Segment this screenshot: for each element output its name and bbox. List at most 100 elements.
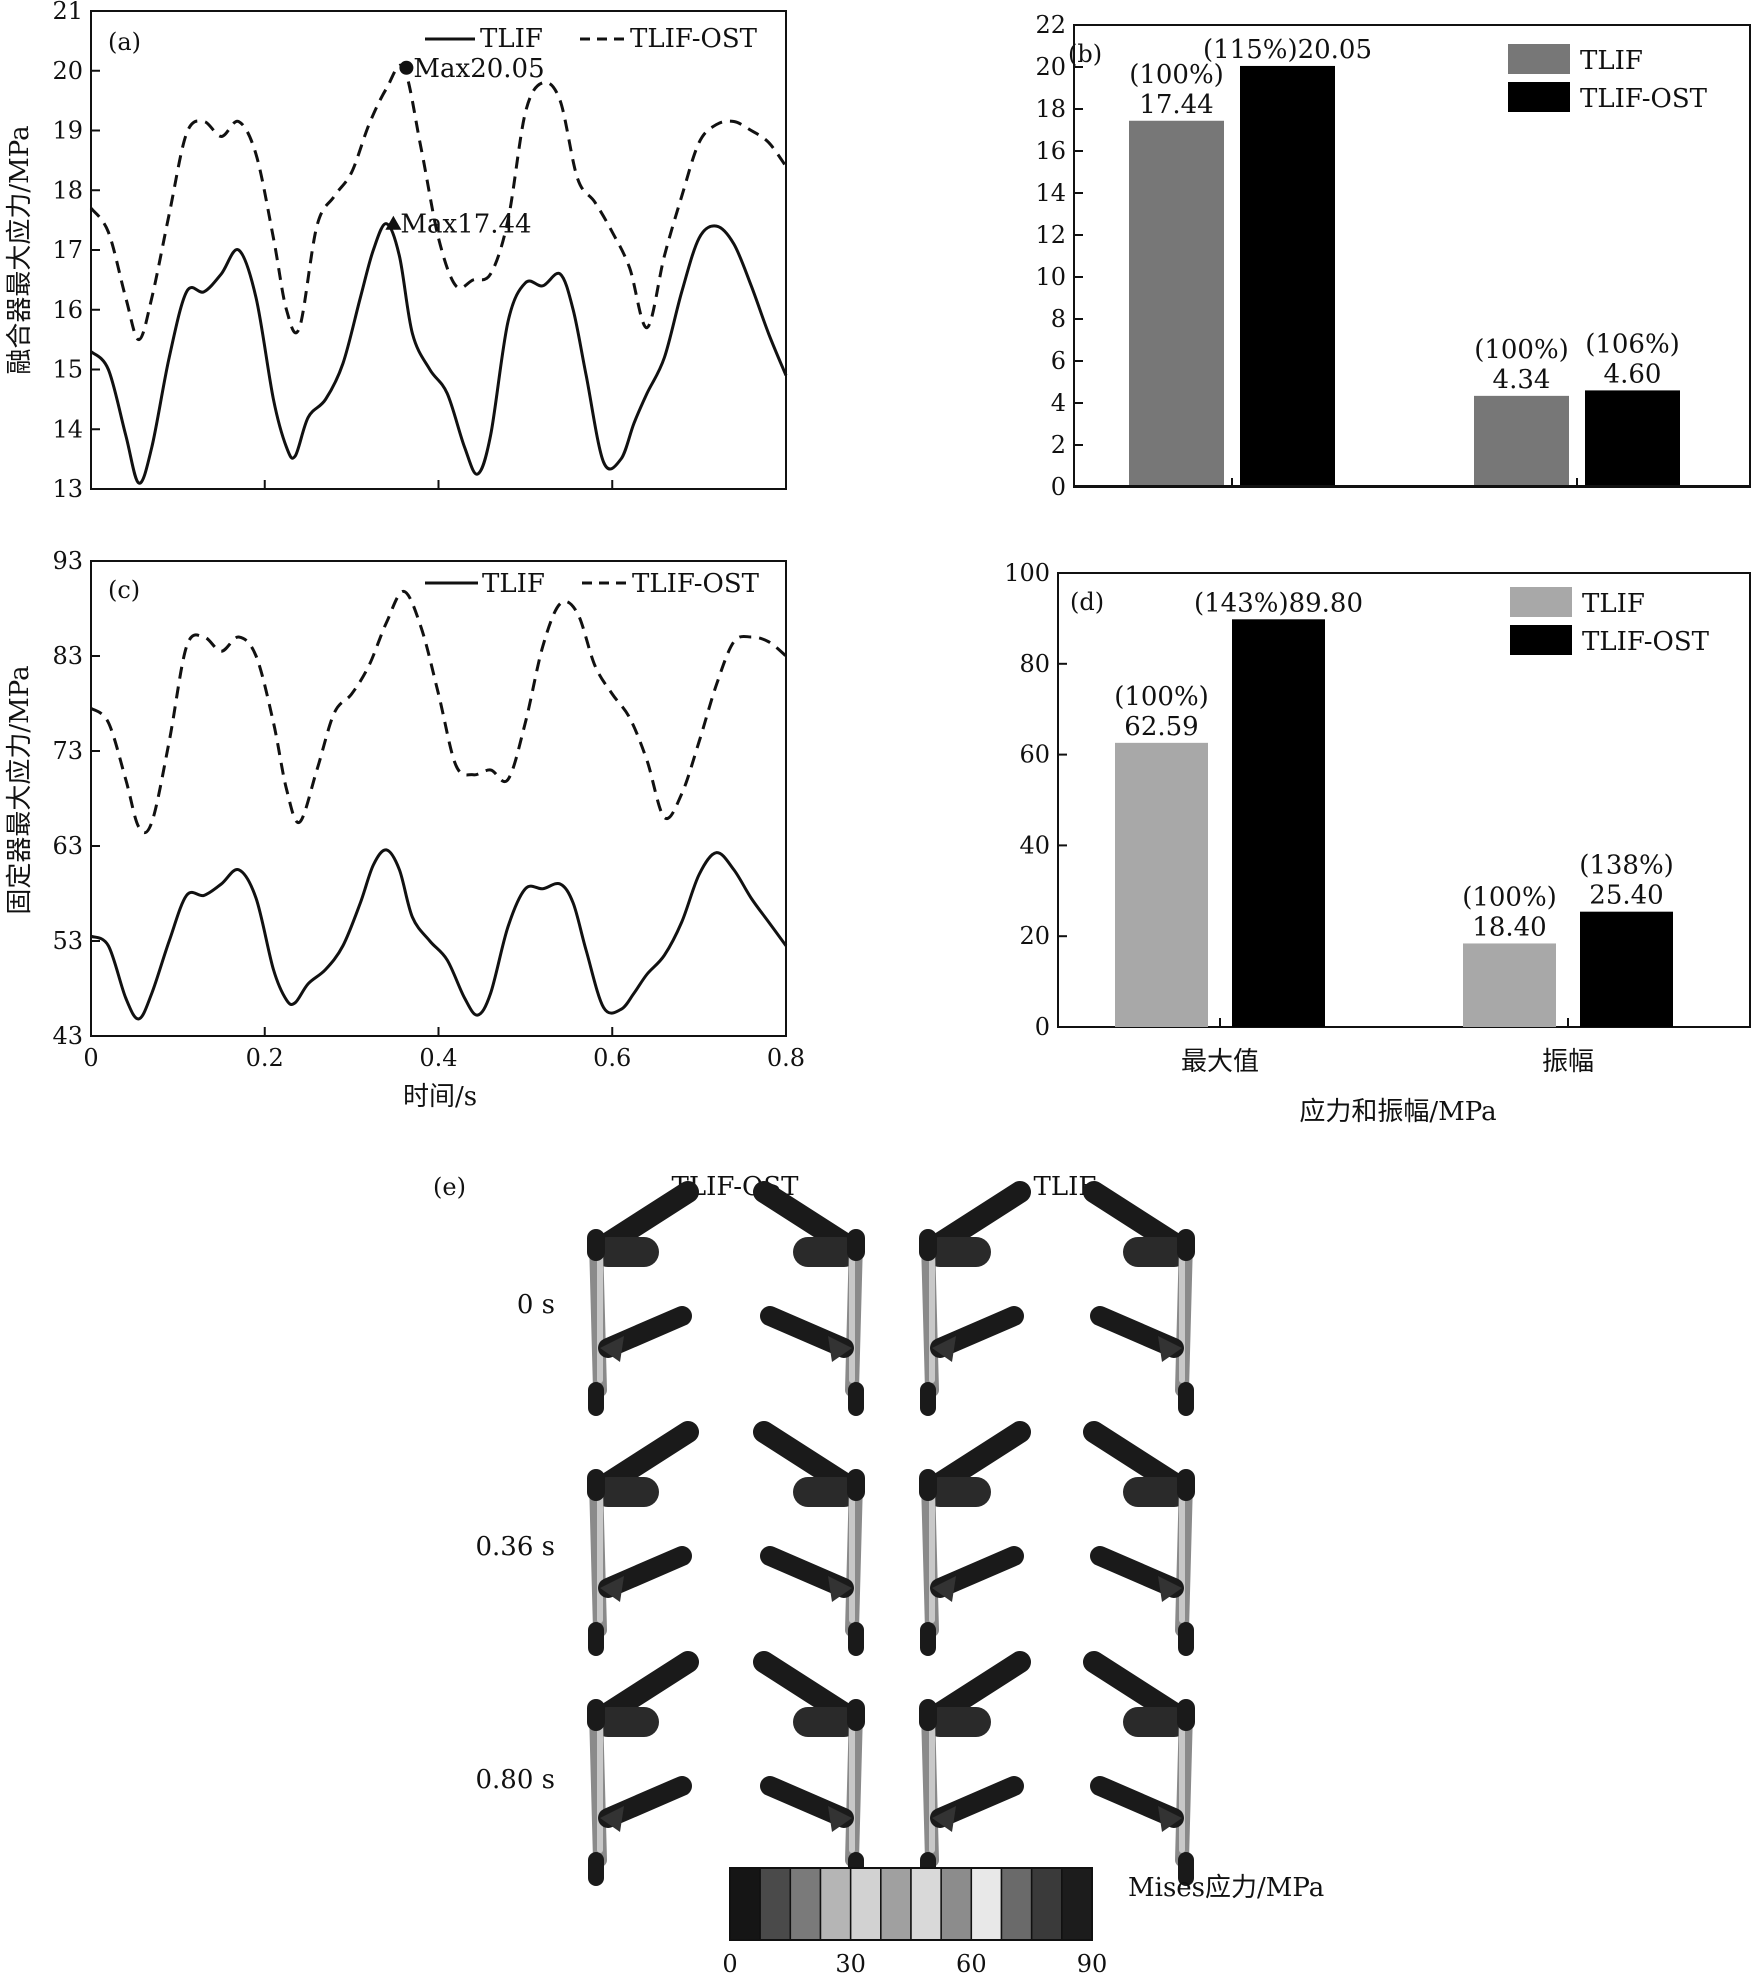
category-label: 最大值 [1181,1047,1259,1077]
y-tick-label: 4 [1051,389,1066,417]
screw-tip [932,1336,956,1362]
y-tick-label: 43 [52,1022,83,1050]
legend-label-tlif-ost: TLIF-OST [632,569,760,599]
screw-tip [932,1806,956,1832]
colorbar-cell [849,1867,882,1941]
x-tick-label: 0 [83,1044,98,1072]
colorbar-tick-label: 60 [956,1950,987,1978]
screw-tip [828,1806,852,1832]
y-tick-label: 73 [52,737,83,765]
pedicle-screw-upper [599,1651,699,1723]
y-tick-label: 19 [52,117,83,145]
y-tick-label: 22 [1035,11,1066,39]
colorbar-cell [910,1867,942,1941]
fixation-model [753,1421,865,1656]
max-annotation: Max20.05 [413,54,544,84]
y-tick-label: 100 [1004,559,1050,587]
panel-a-ylabel: 融合器最大应力/MPa [5,125,35,374]
colorbar-cell [970,1867,1003,1941]
bar-data-label: (100%) [1462,882,1557,912]
legend-label-tlif-ost: TLIF-OST [1582,627,1710,657]
y-tick-label: 40 [1019,831,1050,859]
y-tick-label: 63 [52,832,83,860]
bar-data-label: 17.44 [1139,90,1213,120]
bar-data-label: (143%)89.80 [1194,588,1363,618]
y-tick-label: 0 [1035,1013,1050,1041]
y-tick-label: 20 [1019,922,1050,950]
fixation-model [753,1181,865,1416]
bar-data-label: (100%) [1474,335,1569,365]
pedicle-screw-upper [753,1421,853,1493]
bar-data-label: 18.40 [1472,912,1546,942]
y-tick-label: 16 [1035,137,1066,165]
panel-d-bars: 62.59(100%)18.40(100%)(143%)89.8025.40(1… [1114,588,1674,1027]
y-tick-label: 93 [52,547,83,575]
fixation-model [587,1181,699,1416]
bar-tlif [1474,395,1569,487]
colorbar-cell [789,1867,822,1941]
bar-data-label: (138%) [1579,851,1674,881]
bar-tlif-ost [1580,911,1673,1027]
panel-c-label: (c) [108,576,140,604]
colorbar-tick-label: 30 [835,1950,866,1978]
x-tick-label: 0.8 [767,1044,805,1072]
colorbar-cell [759,1867,792,1941]
colorbar-tick-label: 90 [1077,1950,1108,1978]
screw-tip [828,1576,852,1602]
series-line-tlif [89,222,788,485]
screw-tip [932,1576,956,1602]
legend-label-tlif: TLIF [482,569,545,599]
x-tick-label: 0.4 [419,1044,457,1072]
panel-d-yticks: 0 20 40 60 80 100 [1004,559,1067,1041]
colorbar-cell [729,1867,761,1941]
screw-tip [1158,1336,1182,1362]
y-tick-label: 17 [52,236,83,264]
panel-a-lines [89,63,788,485]
panel-d-legend: TLIF TLIF-OST [1510,587,1710,657]
legend-label-tlif-ost: TLIF-OST [1580,84,1708,114]
fixation-model [919,1421,1031,1656]
pedicle-screw-upper [599,1181,699,1253]
panel-c-yticks: 43 53 63 73 83 93 [52,547,100,1050]
row-label-036s: 0.36 s [476,1532,556,1562]
panel-b-legend: TLIF TLIF-OST [1508,44,1708,114]
bar-data-label: (106%) [1585,329,1680,359]
pedicle-screw-upper [931,1421,1031,1493]
colorbar-cell [819,1867,852,1941]
panel-a-yticks: 13 14 15 16 17 18 19 20 21 [52,0,100,503]
panel-d-xlabel: 应力和振幅/MPa [1299,1097,1496,1127]
bar-tlif [1463,943,1556,1027]
y-tick-label: 13 [52,475,83,503]
y-tick-label: 53 [52,927,83,955]
screw-tip [1158,1806,1182,1832]
pedicle-screw-upper [931,1181,1031,1253]
panel-c-lines [90,589,788,1021]
colorbar-ticks: 0 30 60 90 [722,1950,1107,1978]
panel-b-bars: 17.44(100%)4.34(100%)(115%)20.054.60(106… [1074,35,1750,487]
pedicle-screw-upper [1083,1651,1183,1723]
pedicle-screw-upper [753,1651,853,1723]
legend-swatch-tlif [1508,44,1570,74]
y-tick-label: 8 [1051,305,1066,333]
panel-c: (c) 43 53 63 73 83 93 0 0.2 0.4 0.6 0.8 TLIF TLIF… [5,547,805,1112]
colorbar-cell [880,1867,912,1941]
screw-tip [828,1336,852,1362]
y-tick-label: 80 [1019,650,1050,678]
fixation-model [1083,1421,1195,1656]
y-tick-label: 60 [1019,741,1050,769]
fixation-model [587,1651,699,1886]
fixation-model [753,1651,865,1886]
colorbar-tick-label: 0 [722,1950,737,1978]
max-marker-triangle [385,215,402,230]
y-tick-label: 83 [52,642,83,670]
y-tick-label: 16 [52,296,83,324]
bar-data-label: 4.60 [1604,359,1662,389]
bar-data-label: 25.40 [1589,881,1663,911]
panel-c-xlabel: 时间/s [403,1082,477,1112]
y-tick-label: 6 [1051,347,1066,375]
y-tick-label: 14 [52,415,83,443]
panel-b-label: (b) [1068,40,1102,68]
y-tick-label: 18 [1035,95,1066,123]
panel-a-legend: TLIF TLIF-OST [425,24,758,54]
